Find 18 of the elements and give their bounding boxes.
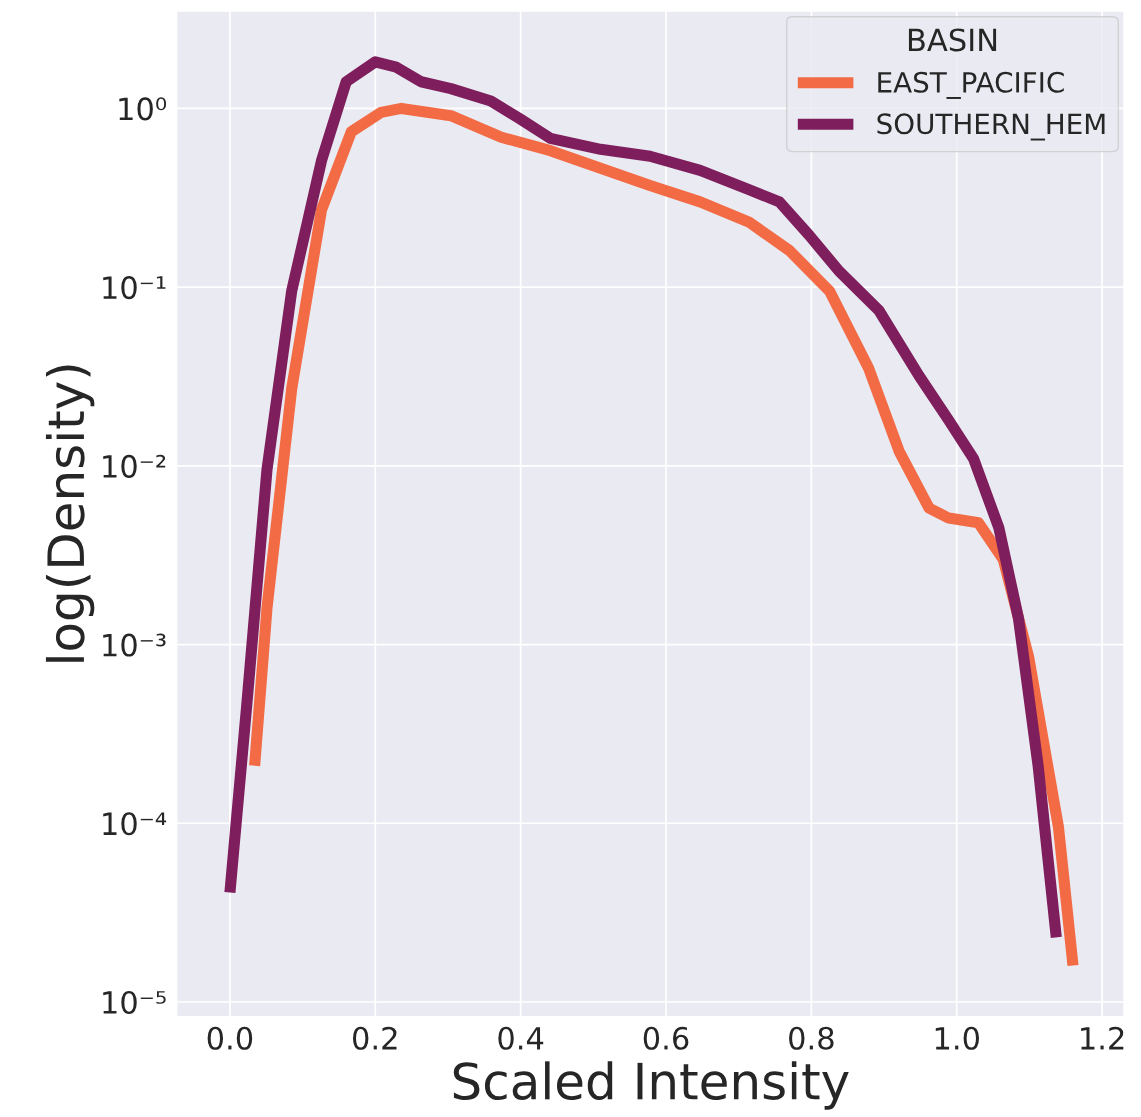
x-tick-label: 0.4 (498, 1026, 544, 1050)
x-tick-label: 0.2 (352, 1026, 397, 1050)
x-tick-label: 0.8 (789, 1026, 834, 1050)
y-tick-label: 10⁻³ (103, 633, 166, 657)
y-tick-label: 10⁻⁵ (103, 990, 166, 1015)
y-tick-label: 10⁻¹ (103, 276, 166, 300)
x-tick-label: 1.2 (1081, 1026, 1124, 1050)
x-axis-title: Scaled Intensity (453, 1061, 849, 1110)
legend-title: BASIN (908, 28, 997, 52)
y-tick-label: 10⁻² (103, 454, 166, 478)
x-tick-label: 0.0 (207, 1026, 253, 1050)
x-tick-label: 0.6 (643, 1026, 689, 1050)
legend-label: SOUTHERN_HEM (877, 113, 1105, 141)
y-axis-title: log(Density) (45, 365, 95, 662)
legend-label: EAST_PACIFIC (878, 71, 1064, 99)
y-tick-label: 10⁻⁴ (103, 812, 167, 836)
y-tick-label: 10⁰ (119, 97, 167, 121)
x-tick-label: 1.0 (935, 1026, 979, 1050)
